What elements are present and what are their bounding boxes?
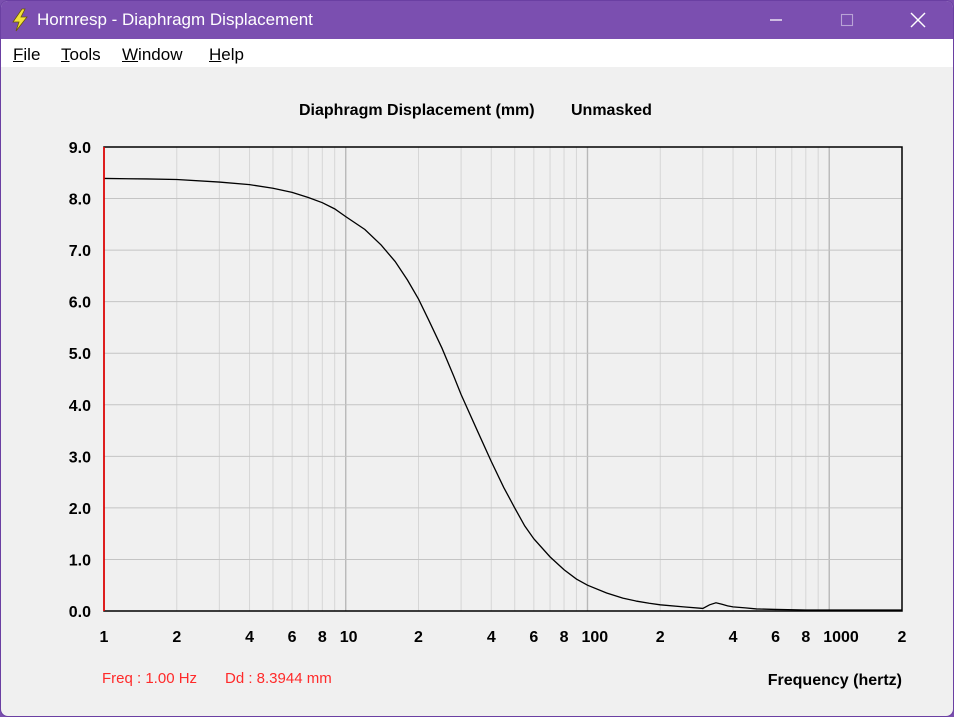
y-tick-label: 9.0	[69, 140, 91, 157]
lightning-icon	[12, 8, 28, 32]
x-tick-label: 2	[172, 629, 181, 646]
x-tick-label: 1000	[823, 629, 859, 646]
menu-tools[interactable]: Tools	[61, 45, 101, 65]
x-tick-label: 2	[414, 629, 423, 646]
x-tick-label: 6	[529, 629, 538, 646]
plot-area-frame	[103, 146, 903, 612]
x-tick-label: 6	[771, 629, 780, 646]
maximize-button[interactable]	[817, 1, 877, 39]
status-displacement: Dd : 8.3944 mm	[225, 670, 332, 687]
x-tick-label: 2	[898, 629, 907, 646]
menu-window[interactable]: Window	[122, 45, 182, 65]
y-tick-label: 6.0	[69, 295, 91, 312]
x-tick-label: 8	[560, 629, 569, 646]
chart-title: Diaphragm Displacement (mm)	[299, 102, 535, 119]
chart-subtitle: Unmasked	[571, 102, 652, 119]
y-tick-labels: 0.0 1.0 2.0 3.0 4.0 5.0 6.0 7.0 8.0 9.0	[69, 140, 91, 621]
x-tick-label: 1	[100, 629, 109, 646]
close-button[interactable]	[888, 1, 948, 39]
close-icon	[910, 12, 926, 28]
x-axis-label: Frequency (hertz)	[768, 672, 902, 689]
x-tick-label: 2	[656, 629, 665, 646]
menu-file-label: ile	[23, 45, 41, 64]
window-title: Hornresp - Diaphragm Displacement	[37, 10, 313, 29]
y-tick-label: 2.0	[69, 501, 91, 518]
menu-bar: File Tools Window Help	[1, 39, 953, 67]
menu-file[interactable]: File	[13, 45, 40, 65]
menu-file-mnemonic: F	[13, 45, 24, 64]
menu-tools-mnemonic: T	[61, 45, 70, 64]
menu-help[interactable]: Help	[209, 45, 244, 65]
status-frequency: Freq : 1.00 Hz	[102, 670, 198, 687]
grid-lines	[104, 147, 903, 611]
menu-tools-label: ools	[69, 45, 101, 64]
menu-window-mnemonic: W	[122, 45, 139, 64]
y-tick-label: 3.0	[69, 449, 91, 466]
x-tick-label: 10	[340, 629, 358, 646]
y-tick-label: 5.0	[69, 346, 91, 363]
minimize-button[interactable]	[746, 1, 806, 39]
menu-window-label: indow	[138, 45, 183, 64]
maximize-icon	[840, 13, 854, 27]
x-tick-label: 4	[729, 629, 738, 646]
y-tick-label: 0.0	[69, 604, 91, 621]
x-tick-label: 8	[318, 629, 327, 646]
displacement-chart[interactable]: Diaphragm Displacement (mm) Unmasked 0.0…	[1, 67, 953, 716]
x-tick-label: 4	[245, 629, 254, 646]
y-tick-label: 1.0	[69, 552, 91, 569]
x-tick-label: 6	[288, 629, 297, 646]
x-tick-labels: 1 2 4 6 8 10 2 4 6 8 100 2 4 6 8 1000 2	[100, 629, 907, 646]
x-tick-label: 100	[581, 629, 608, 646]
y-tick-label: 8.0	[69, 192, 91, 209]
displacement-series-line	[103, 177, 902, 611]
minimize-icon	[770, 19, 782, 21]
title-bar[interactable]: Hornresp - Diaphragm Displacement	[1, 1, 953, 39]
menu-help-mnemonic: H	[209, 45, 222, 64]
y-tick-label: 4.0	[69, 398, 91, 415]
x-tick-label: 8	[801, 629, 810, 646]
x-tick-label: 4	[487, 629, 496, 646]
menu-help-label: elp	[221, 45, 244, 64]
y-tick-label: 7.0	[69, 243, 91, 260]
